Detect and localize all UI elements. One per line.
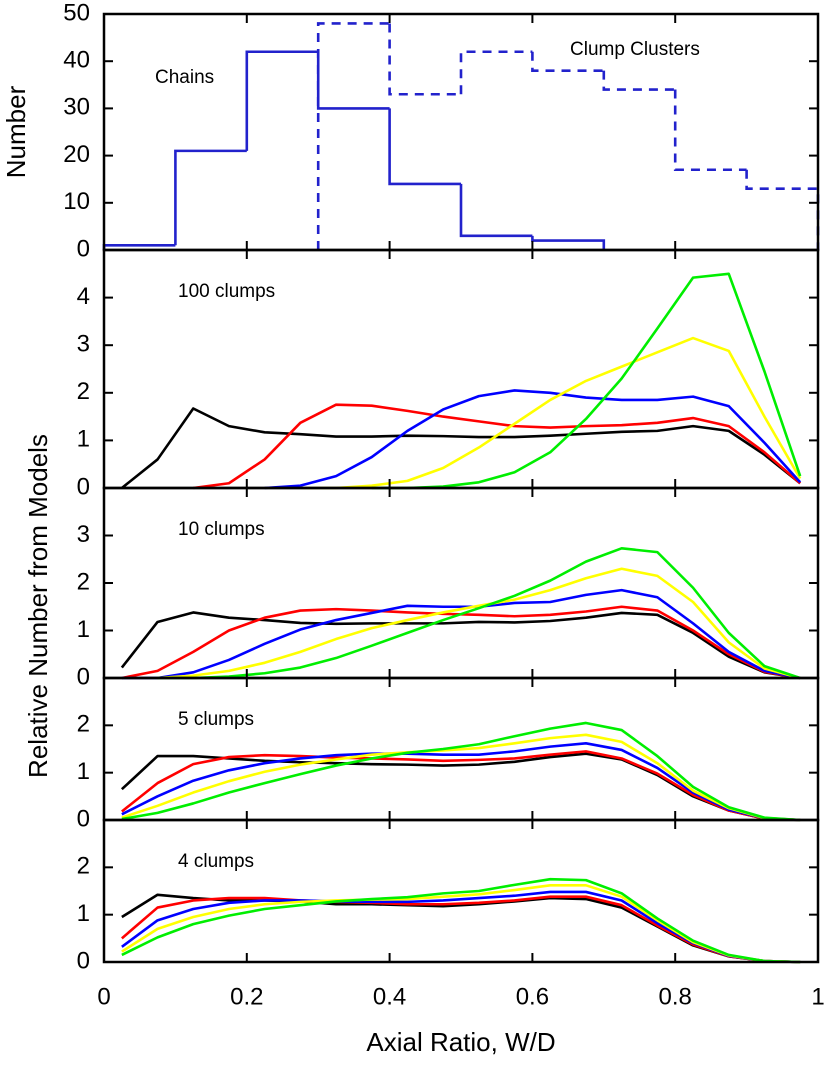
model-line — [120, 611, 801, 680]
y-tick-label: 1 — [77, 758, 90, 785]
y-tick-label: 0 — [77, 947, 90, 974]
model-line — [120, 752, 801, 822]
model-line — [121, 407, 801, 490]
model-line — [121, 884, 801, 964]
y-tick-label: 1 — [77, 616, 90, 643]
histogram-bin — [174, 149, 247, 246]
histogram-bin — [245, 50, 319, 151]
model-line — [264, 389, 802, 490]
y-tick-label: 2 — [77, 378, 90, 405]
x-tick-label: 0.4 — [373, 983, 406, 1010]
model-line — [157, 567, 801, 680]
y-tick-label: 0 — [77, 805, 90, 832]
x-tick-label: 0.8 — [659, 983, 692, 1010]
panel-title: 5 clumps — [178, 709, 254, 730]
x-tick-label: 0 — [97, 983, 110, 1010]
histogram-bin — [316, 51, 390, 110]
y-tick-label: 10 — [63, 188, 90, 215]
y-tick-label: 0 — [77, 235, 90, 262]
y-axis-label: Relative Number from Models — [23, 434, 53, 778]
series-label: Chains — [155, 67, 214, 88]
histogram-bin — [459, 183, 533, 238]
model-line — [193, 403, 802, 490]
y-tick-label: 3 — [77, 331, 90, 358]
y-tick-label: 3 — [77, 521, 90, 548]
histogram-bin — [531, 51, 604, 72]
y-tick-label: 2 — [77, 711, 90, 738]
panel-title: 100 clumps — [178, 281, 275, 302]
y-tick-label: 4 — [77, 283, 90, 310]
histogram-bin — [459, 50, 533, 95]
model-line — [121, 588, 801, 680]
panel-title: 4 clumps — [178, 851, 254, 872]
y-tick-label: 0 — [77, 663, 90, 690]
histogram-bin — [602, 70, 676, 91]
histogram-bin — [673, 89, 747, 172]
y-tick-label: 20 — [63, 141, 90, 168]
y-tick-label: 30 — [63, 94, 90, 121]
panel-title: 10 clumps — [178, 519, 265, 540]
y-tick-label: 2 — [77, 853, 90, 880]
y-axis-label: Number — [1, 85, 31, 178]
model-line — [121, 750, 801, 822]
model-line — [371, 272, 802, 490]
panel-frame — [102, 818, 820, 964]
model-line — [121, 895, 801, 964]
model-line — [121, 721, 801, 822]
series-label: Clump Clusters — [570, 39, 700, 60]
model-line — [157, 547, 801, 680]
y-tick-label: 1 — [77, 900, 90, 927]
histogram-bin — [388, 23, 461, 96]
y-tick-label: 2 — [77, 568, 90, 595]
x-tick-label: 0.6 — [516, 983, 549, 1010]
y-tick-label: 0 — [77, 473, 90, 500]
y-tick-label: 50 — [63, 0, 90, 26]
model-line — [121, 877, 801, 964]
x-axis-label: Axial Ratio, W/D — [366, 1027, 555, 1057]
y-tick-label: 40 — [63, 47, 90, 74]
panel-frame — [102, 486, 820, 680]
x-tick-label: 1 — [811, 983, 824, 1010]
model-line — [121, 742, 801, 822]
histogram-bin — [745, 169, 820, 250]
y-tick-label: 1 — [77, 426, 90, 453]
histogram-bin — [531, 235, 606, 250]
model-line — [300, 336, 802, 490]
model-line — [121, 733, 801, 822]
x-tick-label: 0.2 — [230, 983, 263, 1010]
histogram-bin — [316, 22, 390, 250]
histogram-bin — [388, 108, 461, 186]
